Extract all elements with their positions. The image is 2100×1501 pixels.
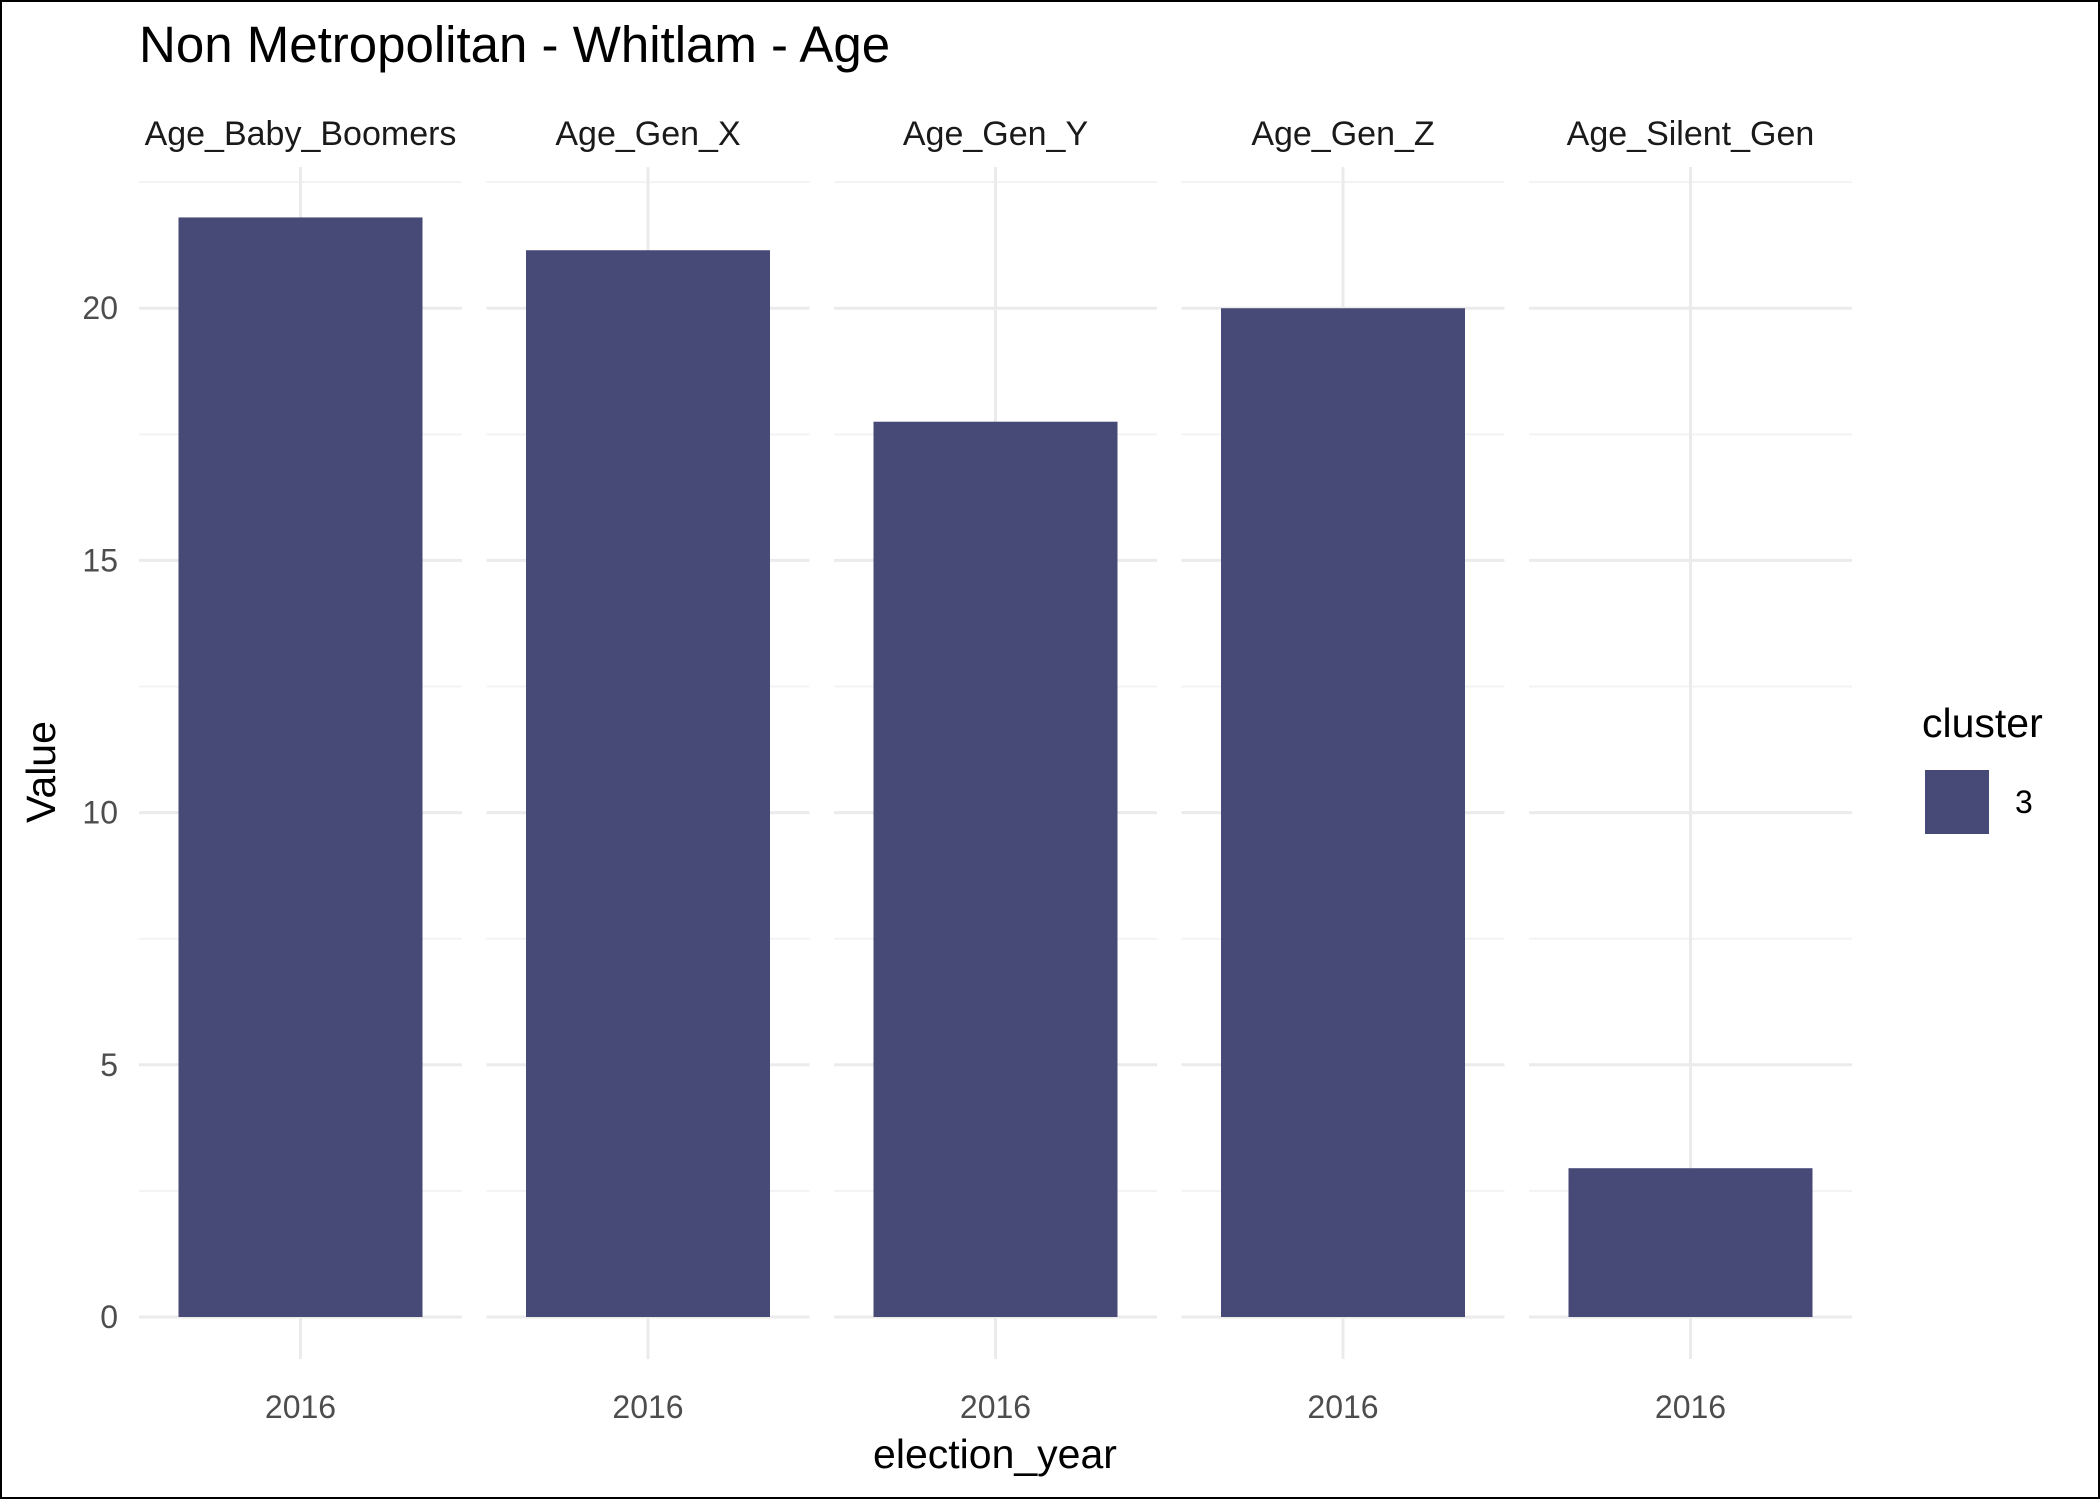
facet-panels: Age_Baby_Boomers2016Age_Gen_X2016Age_Gen… [139,115,1852,1425]
x-tick-label: 2016 [1307,1389,1378,1425]
legend-label-3: 3 [2015,784,2033,820]
bar [178,217,423,1317]
chart-title: Non Metropolitan - Whitlam - Age [139,16,890,73]
y-tick-label: 15 [82,542,118,578]
y-tick-label: 0 [100,1299,118,1335]
x-tick-label: 2016 [960,1389,1031,1425]
y-tick-label: 5 [100,1047,118,1083]
y-tick-label: 10 [82,795,118,831]
y-axis-ticks: 0 5 10 15 20 [82,290,118,1335]
facet-strip-label: Age_Gen_Z [1251,115,1434,153]
bar [1568,1168,1813,1317]
facet-panel: Age_Gen_Y 2016 [834,115,1157,1425]
legend: cluster 3 [1922,700,2043,834]
facet-panel: Age_Gen_Z 2016 [1181,115,1505,1425]
facet-strip-label: Age_Gen_Y [903,115,1088,153]
facet-strip-label: Age_Gen_X [555,115,740,153]
y-tick-label: 20 [82,290,118,326]
facet-strip-label: Age_Silent_Gen [1567,115,1815,153]
facet-panel: Age_Gen_X 2016 [486,115,810,1425]
x-tick-label: 2016 [612,1389,683,1425]
facet-panel: Age_Silent_Gen 2016 [1529,115,1852,1425]
x-axis-title: election_year [873,1431,1117,1477]
legend-title: cluster [1922,700,2043,746]
x-tick-label: 2016 [1655,1389,1726,1425]
y-axis-title: Value [18,721,64,823]
legend-swatch-3 [1925,770,1989,834]
bar [526,250,770,1318]
x-tick-label: 2016 [265,1389,336,1425]
bar [873,421,1118,1317]
facet-strip-label: Age_Baby_Boomers [145,115,457,153]
facet-panel: Age_Baby_Boomers 2016 [139,115,462,1425]
bar [1221,308,1465,1318]
